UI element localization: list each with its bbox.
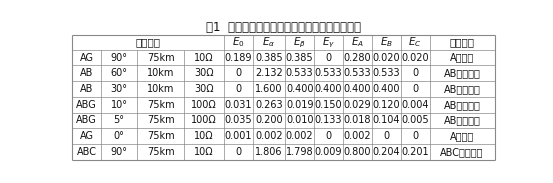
Text: $E_\gamma$: $E_\gamma$ bbox=[322, 35, 335, 50]
Text: 10km: 10km bbox=[147, 84, 174, 94]
Text: 0.002: 0.002 bbox=[286, 131, 314, 141]
Text: 0: 0 bbox=[412, 84, 418, 94]
Text: 30°: 30° bbox=[111, 84, 128, 94]
Text: 90°: 90° bbox=[111, 147, 128, 157]
Text: 0.029: 0.029 bbox=[343, 100, 371, 110]
Text: 0.400: 0.400 bbox=[286, 84, 314, 94]
Text: 75km: 75km bbox=[147, 100, 175, 110]
Text: 0.018: 0.018 bbox=[343, 115, 371, 126]
Text: 75km: 75km bbox=[147, 147, 175, 157]
Text: A相接地: A相接地 bbox=[450, 53, 474, 63]
Text: A相接地: A相接地 bbox=[450, 131, 474, 141]
Text: 1.806: 1.806 bbox=[255, 147, 283, 157]
Text: 30Ω: 30Ω bbox=[194, 68, 214, 78]
Text: 100Ω: 100Ω bbox=[191, 100, 217, 110]
Text: 0: 0 bbox=[235, 147, 241, 157]
Text: 0: 0 bbox=[326, 131, 332, 141]
Text: 75km: 75km bbox=[147, 53, 175, 63]
Text: $E_A$: $E_A$ bbox=[351, 36, 364, 49]
Text: 0: 0 bbox=[235, 68, 241, 78]
Text: 0.005: 0.005 bbox=[401, 115, 429, 126]
Text: AG: AG bbox=[80, 131, 93, 141]
Text: 0.800: 0.800 bbox=[343, 147, 371, 157]
Text: 5°: 5° bbox=[114, 115, 124, 126]
Text: 0.400: 0.400 bbox=[373, 84, 400, 94]
Text: $E_0$: $E_0$ bbox=[232, 36, 244, 49]
Text: 0.004: 0.004 bbox=[401, 100, 429, 110]
Text: 0.280: 0.280 bbox=[343, 53, 371, 63]
Text: 0.002: 0.002 bbox=[343, 131, 371, 141]
Text: 0.150: 0.150 bbox=[315, 100, 342, 110]
Text: 0.533: 0.533 bbox=[315, 68, 342, 78]
Text: 0.204: 0.204 bbox=[373, 147, 400, 157]
Text: 0.001: 0.001 bbox=[225, 131, 252, 141]
Text: 0.533: 0.533 bbox=[343, 68, 371, 78]
Text: $E_C$: $E_C$ bbox=[408, 36, 422, 49]
Text: AB: AB bbox=[80, 68, 93, 78]
Text: 0.035: 0.035 bbox=[225, 115, 252, 126]
Text: 0.385: 0.385 bbox=[255, 53, 283, 63]
Text: 2.132: 2.132 bbox=[255, 68, 283, 78]
Text: 0.009: 0.009 bbox=[315, 147, 342, 157]
Text: 0.002: 0.002 bbox=[255, 131, 283, 141]
Text: 0°: 0° bbox=[114, 131, 124, 141]
Text: ABC: ABC bbox=[77, 147, 97, 157]
Text: 0: 0 bbox=[383, 131, 389, 141]
Text: 0.533: 0.533 bbox=[286, 68, 314, 78]
Text: $E_\beta$: $E_\beta$ bbox=[293, 35, 306, 50]
Text: 60°: 60° bbox=[111, 68, 128, 78]
Text: 30Ω: 30Ω bbox=[194, 84, 214, 94]
Text: 10Ω: 10Ω bbox=[194, 131, 214, 141]
Text: AB: AB bbox=[80, 84, 93, 94]
Text: 10km: 10km bbox=[147, 68, 174, 78]
Text: $E_B$: $E_B$ bbox=[380, 36, 393, 49]
Text: ABG: ABG bbox=[76, 100, 97, 110]
Text: 100Ω: 100Ω bbox=[191, 115, 217, 126]
Text: 1.600: 1.600 bbox=[255, 84, 283, 94]
Text: ABG: ABG bbox=[76, 115, 97, 126]
Text: 0.010: 0.010 bbox=[286, 115, 314, 126]
Text: 10°: 10° bbox=[111, 100, 128, 110]
Text: AG: AG bbox=[80, 53, 93, 63]
Text: 0.031: 0.031 bbox=[225, 100, 252, 110]
Text: 0: 0 bbox=[412, 68, 418, 78]
Text: 0.189: 0.189 bbox=[225, 53, 252, 63]
Text: 0: 0 bbox=[412, 131, 418, 141]
Text: 0.263: 0.263 bbox=[255, 100, 283, 110]
Text: ABC相间故障: ABC相间故障 bbox=[440, 147, 484, 157]
Text: AB接地故障: AB接地故障 bbox=[444, 100, 481, 110]
Text: 0.533: 0.533 bbox=[373, 68, 400, 78]
Text: 1.798: 1.798 bbox=[286, 147, 314, 157]
Text: 0.385: 0.385 bbox=[286, 53, 314, 63]
Text: 0.020: 0.020 bbox=[401, 53, 429, 63]
Text: 0: 0 bbox=[235, 84, 241, 94]
Text: AB相间故障: AB相间故障 bbox=[444, 68, 481, 78]
Text: AB接地故障: AB接地故障 bbox=[444, 115, 481, 126]
Text: 表1  不同故障类型下暂态量选相元件的选相结果: 表1 不同故障类型下暂态量选相元件的选相结果 bbox=[206, 21, 361, 34]
Text: 75km: 75km bbox=[147, 131, 175, 141]
Text: 10Ω: 10Ω bbox=[194, 147, 214, 157]
Text: 0.201: 0.201 bbox=[401, 147, 429, 157]
Text: 0.104: 0.104 bbox=[373, 115, 400, 126]
Text: AB相间故障: AB相间故障 bbox=[444, 84, 481, 94]
Text: 0.400: 0.400 bbox=[315, 84, 342, 94]
Text: 0.133: 0.133 bbox=[315, 115, 342, 126]
Text: 故障类型: 故障类型 bbox=[135, 37, 160, 47]
Text: 0: 0 bbox=[326, 53, 332, 63]
Text: 0.120: 0.120 bbox=[373, 100, 400, 110]
Text: 0.019: 0.019 bbox=[286, 100, 314, 110]
Text: 0.200: 0.200 bbox=[255, 115, 283, 126]
Text: 选相结果: 选相结果 bbox=[450, 37, 474, 47]
Text: 0.020: 0.020 bbox=[373, 53, 400, 63]
Text: 0.400: 0.400 bbox=[343, 84, 371, 94]
Text: 90°: 90° bbox=[111, 53, 128, 63]
Text: $E_\alpha$: $E_\alpha$ bbox=[262, 36, 275, 49]
Text: 75km: 75km bbox=[147, 115, 175, 126]
Text: 10Ω: 10Ω bbox=[194, 53, 214, 63]
